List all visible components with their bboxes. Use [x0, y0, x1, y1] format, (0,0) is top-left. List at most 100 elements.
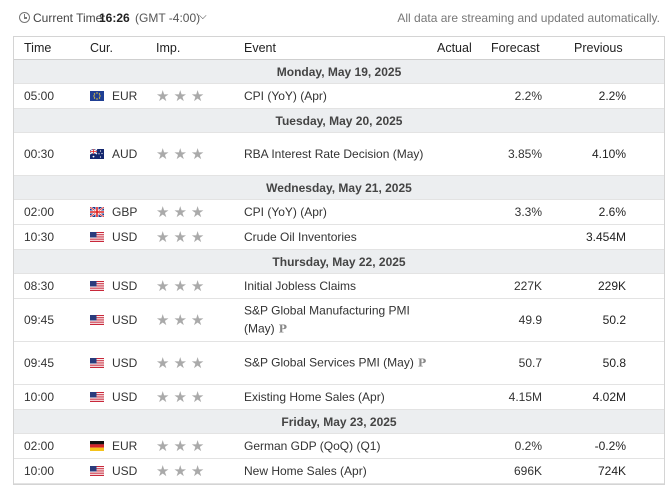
event-row[interactable]: 00:30 AUD ★★★ RBA Interest Rate Decision (M… [14, 133, 664, 176]
event-name[interactable]: CPI (YoY) (Apr) [244, 87, 429, 105]
event-name-text[interactable]: Crude Oil Inventories [244, 230, 357, 244]
event-time: 02:00 [24, 205, 55, 219]
col-time[interactable]: Time [24, 41, 52, 55]
event-name-text[interactable]: Existing Home Sales (Apr) [244, 390, 385, 404]
importance-stars-icon: ★★★ [156, 312, 209, 329]
event-previous: 2.6% [598, 205, 626, 219]
flag-au-icon [90, 149, 104, 159]
importance-stars-icon: ★★★ [156, 389, 209, 406]
event-row[interactable]: 10:00 USD ★★★ New Home Sales (Apr) 696K 724K [14, 459, 664, 484]
event-row[interactable]: 02:00 EUR ★★★ German GDP (QoQ) (Q1) 0.2% -0.2… [14, 434, 664, 459]
event-previous: 50.8 [602, 356, 626, 370]
importance-stars-icon: ★★★ [156, 204, 209, 221]
col-actual[interactable]: Actual [437, 41, 472, 55]
flag-us-icon [90, 281, 104, 291]
event-name[interactable]: S&P Global Services PMI (May) P [244, 354, 429, 373]
preliminary-icon: P [417, 356, 427, 370]
importance-stars-icon: ★★★ [156, 146, 209, 163]
day-header-row: Monday, May 19, 2025 [14, 60, 664, 84]
event-row[interactable]: 02:00 GBP ★★★ CPI (YoY) (Apr) 3.3% 2.6% [14, 200, 664, 225]
col-previous[interactable]: Previous [574, 41, 623, 55]
event-name[interactable]: Crude Oil Inventories [244, 228, 429, 246]
col-importance[interactable]: Imp. [156, 41, 181, 55]
current-time-label: Current Time: [33, 11, 106, 25]
event-name-text[interactable]: S&P Global Manufacturing PMI (May) [244, 303, 410, 336]
day-header-row: Friday, May 23, 2025 [14, 410, 664, 434]
event-row[interactable]: 10:00 USD ★★★ Existing Home Sales (Apr) 4.15… [14, 385, 664, 410]
event-name-text[interactable]: Initial Jobless Claims [244, 279, 357, 293]
event-name[interactable]: S&P Global Manufacturing PMI (May) P [244, 302, 429, 339]
top-bar: Current Time: 16:26 (GMT -4:00) ⌵ All da… [0, 0, 667, 36]
chevron-down-icon[interactable]: ⌵ [199, 11, 207, 22]
event-forecast: 3.85% [507, 147, 542, 161]
day-header-row: Wednesday, May 21, 2025 [14, 176, 664, 200]
event-name[interactable]: RBA Interest Rate Decision (May) [244, 145, 429, 163]
event-forecast: 0.2% [514, 439, 542, 453]
event-previous: 2.2% [598, 89, 626, 103]
clock-icon [19, 12, 30, 23]
event-previous: -0.2% [594, 439, 626, 453]
event-name-text[interactable]: German GDP (QoQ) (Q1) [244, 439, 381, 453]
event-row[interactable]: 09:45 USD ★★★ S&P Global Services PMI (May)… [14, 342, 664, 385]
event-name-text[interactable]: New Home Sales (Apr) [244, 464, 367, 478]
event-name[interactable]: New Home Sales (Apr) [244, 462, 429, 480]
economic-calendar-table: Time Cur. Imp. Event Actual Forecast Pre… [13, 36, 665, 485]
streaming-note: All data are streaming and updated autom… [397, 11, 660, 25]
day-header-row: Thursday, May 22, 2025 [14, 250, 664, 274]
event-forecast: 4.15M [508, 390, 542, 404]
event-name-text[interactable]: CPI (YoY) (Apr) [244, 89, 327, 103]
flag-us-icon [90, 315, 104, 325]
importance-stars-icon: ★★★ [156, 463, 209, 480]
col-forecast[interactable]: Forecast [491, 41, 540, 55]
event-currency: USD [112, 313, 138, 327]
timezone-selector[interactable]: (GMT -4:00) [135, 11, 201, 25]
event-currency: USD [112, 390, 138, 404]
flag-us-icon [90, 232, 104, 242]
event-previous: 3.454M [585, 230, 626, 244]
table-header: Time Cur. Imp. Event Actual Forecast Pre… [14, 37, 664, 60]
event-currency: EUR [112, 439, 138, 453]
importance-stars-icon: ★★★ [156, 438, 209, 455]
event-name-text[interactable]: RBA Interest Rate Decision (May) [244, 147, 424, 161]
event-row[interactable]: 10:30 USD ★★★ Crude Oil Inventories 3.454M [14, 225, 664, 250]
event-time: 08:30 [24, 279, 55, 293]
event-time: 10:00 [24, 464, 55, 478]
preliminary-icon: P [278, 322, 287, 336]
event-row[interactable]: 08:30 USD ★★★ Initial Jobless Claims 227K 229… [14, 274, 664, 299]
event-forecast: 2.2% [514, 89, 542, 103]
event-time: 09:45 [24, 313, 55, 327]
event-currency: USD [112, 230, 138, 244]
event-row[interactable]: 05:00 EUR ★★★ CPI (YoY) (Apr) 2.2% 2.2% [14, 84, 664, 109]
event-name-text[interactable]: CPI (YoY) (Apr) [244, 205, 327, 219]
flag-gb-icon [90, 207, 104, 217]
event-currency: GBP [112, 205, 138, 219]
flag-eu-icon [90, 91, 104, 101]
event-name[interactable]: Existing Home Sales (Apr) [244, 388, 429, 406]
current-time-value: 16:26 [99, 11, 130, 25]
event-name[interactable]: CPI (YoY) (Apr) [244, 203, 429, 221]
event-currency: EUR [112, 89, 138, 103]
event-previous: 4.10% [591, 147, 626, 161]
importance-stars-icon: ★★★ [156, 229, 209, 246]
flag-us-icon [90, 466, 104, 476]
event-forecast: 49.9 [518, 313, 542, 327]
event-time: 10:00 [24, 390, 55, 404]
event-time: 09:45 [24, 356, 55, 370]
importance-stars-icon: ★★★ [156, 88, 209, 105]
event-name[interactable]: German GDP (QoQ) (Q1) [244, 437, 429, 455]
table-body: Monday, May 19, 2025 05:00 EUR ★★★ CPI (YoY)… [14, 60, 664, 484]
flag-us-icon [90, 392, 104, 402]
col-currency[interactable]: Cur. [90, 41, 113, 55]
importance-stars-icon: ★★★ [156, 278, 209, 295]
event-name-text[interactable]: S&P Global Services PMI (May) [244, 355, 414, 370]
event-name[interactable]: Initial Jobless Claims [244, 277, 429, 295]
event-time: 02:00 [24, 439, 55, 453]
day-header-row: Tuesday, May 20, 2025 [14, 109, 664, 133]
event-previous: 50.2 [602, 313, 626, 327]
event-row[interactable]: 09:45 USD ★★★ S&P Global Manufacturing PMI … [14, 299, 664, 342]
event-currency: USD [112, 464, 138, 478]
col-event[interactable]: Event [244, 41, 276, 55]
event-currency: USD [112, 279, 138, 293]
event-currency: AUD [112, 147, 138, 161]
event-time: 00:30 [24, 147, 55, 161]
